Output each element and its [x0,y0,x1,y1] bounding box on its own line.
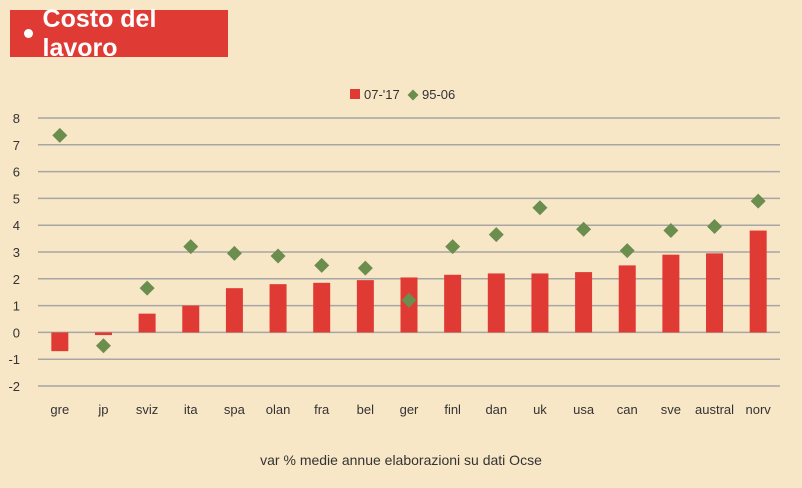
x-tick-label: fra [314,402,330,417]
bar [138,313,156,333]
marker-point [183,239,199,255]
x-tick-label: sviz [136,402,158,417]
marker-point [532,200,548,216]
x-tick-label: jp [97,402,108,417]
marker-point [314,257,330,273]
marker-point [663,223,679,239]
x-tick-label: austral [695,402,734,417]
bar [749,230,767,333]
bar [356,280,374,333]
bar [662,254,680,333]
y-tick-label: 4 [13,218,20,233]
x-tick-label: finl [444,402,461,417]
source-note: var % medie annue elaborazioni su dati O… [260,452,542,468]
page-title: Costo del lavoro [42,4,157,62]
bar [531,273,549,333]
y-tick-label: -1 [8,352,20,367]
legend-label: 95-06 [422,87,455,102]
marker-point [619,243,635,259]
x-tick-label: usa [573,402,595,417]
y-tick-label: 5 [13,191,20,206]
y-tick-label: 8 [13,111,20,126]
legend-swatch-bar [350,89,360,99]
y-tick-label: 0 [13,325,20,340]
x-tick-label: dan [485,402,507,417]
legend-label: 07-'17 [364,87,400,102]
marker-point [750,193,766,209]
x-tick-label: ita [184,402,199,417]
marker-point [401,292,417,308]
y-tick-label: 2 [13,272,20,287]
bar [575,272,593,333]
legend-swatch-marker [407,89,419,101]
x-tick-label: norv [746,402,772,417]
x-tick-label: spa [224,402,246,417]
marker-point [488,227,504,243]
x-tick-label: gre [50,402,69,417]
bullet-icon [24,29,33,38]
marker-point [139,280,155,296]
y-tick-label: 7 [13,138,20,153]
bar [313,282,331,333]
x-tick-label: can [617,402,638,417]
bar [269,284,287,333]
bar [94,332,112,336]
marker-point [226,245,242,261]
marker-point [270,248,286,264]
x-tick-label: olan [266,402,291,417]
x-tick-label: sve [661,402,681,417]
marker-point [52,127,68,143]
x-tick-label: ger [400,402,419,417]
bar [618,265,636,333]
bar [182,305,200,333]
bar [51,332,69,352]
y-tick-label: 3 [13,245,20,260]
bar [487,273,505,333]
x-tick-label: uk [533,402,547,417]
bar [706,253,724,333]
y-tick-label: 1 [13,299,20,314]
bar [444,274,462,333]
y-tick-label: -2 [8,379,20,394]
marker-point [357,260,373,276]
marker-point [576,221,592,237]
y-tick-label: 6 [13,165,20,180]
marker-point [95,338,111,354]
marker-point [445,239,461,255]
marker-point [707,219,723,235]
bar [225,288,243,333]
title-banner: Costo del lavoro [10,5,228,62]
x-tick-label: bel [357,402,374,417]
